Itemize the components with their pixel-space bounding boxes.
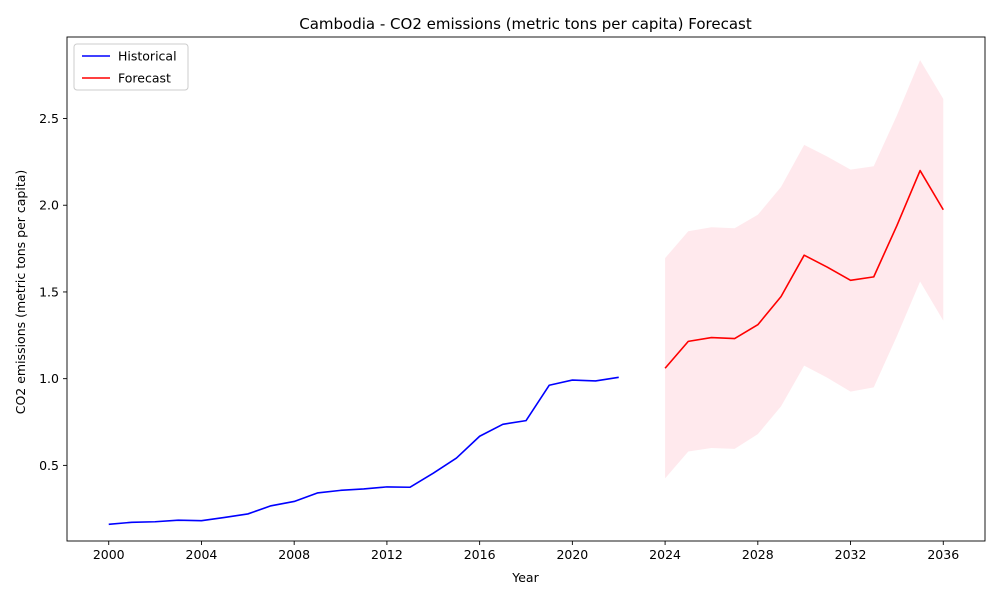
x-tick-label: 2024 (649, 547, 681, 562)
historical-line (108, 376, 619, 526)
y-tick-label: 2.5 (39, 111, 59, 126)
x-tick-label: 2028 (742, 547, 774, 562)
forecast-line (664, 169, 944, 369)
x-tick-label: 2032 (835, 547, 867, 562)
x-tick-label: 2000 (93, 547, 125, 562)
x-axis-label: Year (511, 570, 539, 585)
forecast-confidence-band (665, 60, 944, 479)
x-tick-label: 2004 (186, 547, 218, 562)
y-axis-label: CO2 emissions (metric tons per capita) (13, 170, 28, 415)
y-tick-label: 1.0 (39, 371, 59, 386)
x-tick-label: 2020 (556, 547, 588, 562)
y-tick-label: 1.5 (39, 284, 59, 299)
legend-label-historical: Historical (118, 49, 177, 64)
y-tick-label: 2.0 (39, 198, 59, 213)
axes: 2000 2004 2008 2012 2016 2020 2024 2028 2032 2036… (39, 36, 986, 562)
legend-label-forecast: Forecast (118, 71, 171, 86)
plot-area (108, 60, 944, 526)
chart-title: Cambodia - CO2 emissions (metric tons pe… (299, 15, 752, 33)
x-tick-label: 2016 (464, 547, 496, 562)
axes-frame (66, 36, 986, 542)
y-tick-label: 0.5 (39, 458, 59, 473)
x-tick-label: 2036 (927, 547, 959, 562)
x-tick-label: 2012 (371, 547, 403, 562)
legend: Historical Forecast (73, 43, 189, 91)
x-tick-label: 2008 (278, 547, 310, 562)
